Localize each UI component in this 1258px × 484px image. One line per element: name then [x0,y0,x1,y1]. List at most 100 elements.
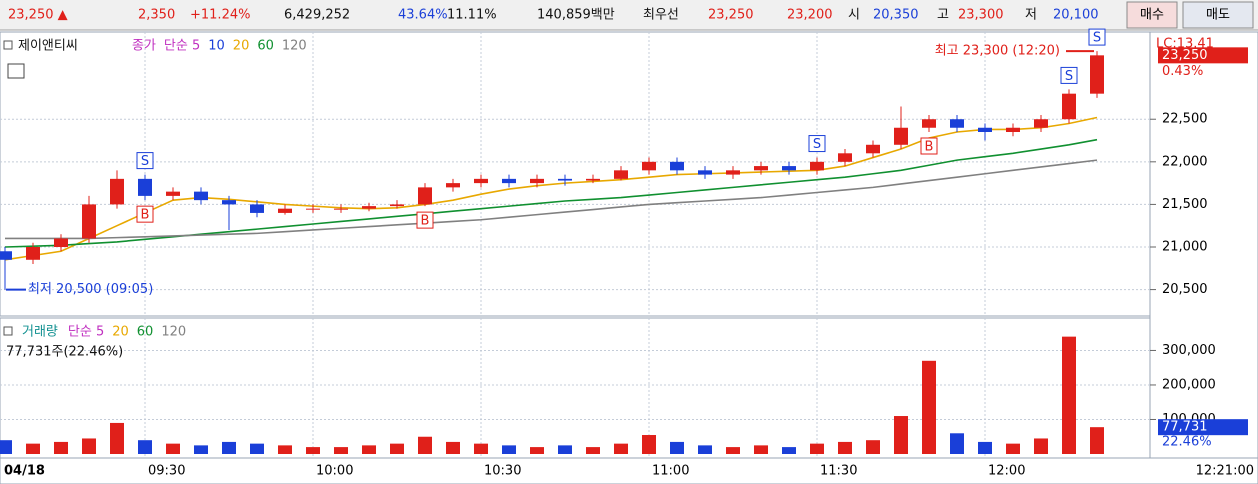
quote-item: 140,859백만 [537,8,615,23]
candle-body [166,191,180,196]
quote-item: 23,300 [958,8,1004,23]
change-label: 0.43% [1162,64,1203,79]
volume-bar [138,440,152,454]
candle-body [782,166,796,171]
high-annotation: 최고 23,300 (12:20) [935,44,1060,59]
volume-bar [1034,438,1048,454]
legend-item: 60 [137,325,154,340]
candle-body [754,166,768,171]
volume-bar [418,436,432,454]
x-axis-panel [0,457,1258,484]
volume-bar [782,447,796,454]
candle-body [278,208,292,213]
legend-item: 종가 [132,39,156,54]
volume-bar [754,445,768,454]
signal-label: S [1065,69,1073,84]
chart-title: 제이앤티씨 [18,39,78,54]
candle-body [1090,55,1104,94]
signal-label: B [421,214,430,229]
candle-body [922,119,936,128]
price-panel [0,31,1151,317]
candle-body [1034,119,1048,128]
legend-item: 단순 5 [164,39,200,54]
volume-bar [866,440,880,454]
button-label[interactable]: 매수 [1140,8,1164,23]
volume-bar [726,447,740,454]
legend-item: 120 [282,39,307,54]
y-tick-label: 22,500 [1162,112,1208,127]
candle-body [810,161,824,171]
volume-bar [306,447,320,454]
x-tick-label: 09:30 [148,464,185,479]
candle-body [1006,127,1020,133]
signal-box [416,211,434,229]
volume-bar [474,443,488,454]
candle-body [642,161,656,171]
y-tick-label: 21,000 [1162,240,1208,255]
quote-item: 23,250 [708,8,754,23]
candle-body [1062,93,1076,120]
moving-average [5,159,1098,240]
legend-item: 10 [208,39,225,54]
volume-bar [1062,336,1076,454]
candle-body [698,170,712,175]
x-tick-label: 12:00 [988,464,1025,479]
signal-box [920,137,938,155]
signal-label: S [141,154,149,169]
quote-item: 23,250 ▲ [8,8,68,23]
y-tick-label: 21,500 [1162,197,1208,212]
button[interactable] [1182,1,1254,29]
signal-box [1088,28,1106,46]
volume-bar [390,443,404,454]
table-icon [7,63,25,79]
candle-body [362,206,376,209]
legend-box [3,326,13,336]
volume-bar [922,360,936,454]
volume-bar [530,447,544,454]
volume-bar [810,443,824,454]
quote-item: 43.64% [398,8,448,23]
x-tick-label: 10:30 [484,464,521,479]
volume-bar [446,441,460,454]
candle-body [194,191,208,201]
candle-body [894,127,908,145]
candle-body [670,161,684,171]
volume-bar [1006,443,1020,454]
candle-body [474,178,488,184]
volume-bar [838,441,852,454]
candle-body [558,178,572,181]
candle-body [586,178,600,181]
volume-bar [334,447,348,454]
signal-label: S [1093,31,1101,46]
candle-body [614,170,628,179]
volume-bar [166,443,180,454]
volume-bar [1090,427,1104,454]
x-tick-label: 04/18 [4,464,45,479]
button-label[interactable]: 매도 [1206,8,1230,23]
signal-label: B [925,140,934,155]
volume-bar [222,441,236,454]
signal-box [136,205,154,223]
button[interactable] [1126,1,1178,29]
volume-tag-label: 77,731 [1162,420,1208,435]
volume-bar [54,441,68,454]
candle-body [250,204,264,213]
quote-item: 6,429,252 [284,8,350,23]
legend-item: 60 [257,39,274,54]
volume-bar [558,445,572,454]
quote-item: 20,100 [1053,8,1099,23]
price-tag-label: 23,250 [1162,48,1208,63]
quote-bar-bg [0,0,1258,30]
candle-body [418,187,432,205]
candle-body [26,247,40,260]
candle-body [950,119,964,128]
signal-label: B [141,208,150,223]
candle-body [222,200,236,205]
volume-bar [250,443,264,454]
quote-item: 11.11% [447,8,497,23]
time-label: 12:21:00 [1196,464,1254,479]
candle-body [502,178,516,184]
candle-body [306,208,320,210]
quote-item: 2,350 [138,8,175,23]
